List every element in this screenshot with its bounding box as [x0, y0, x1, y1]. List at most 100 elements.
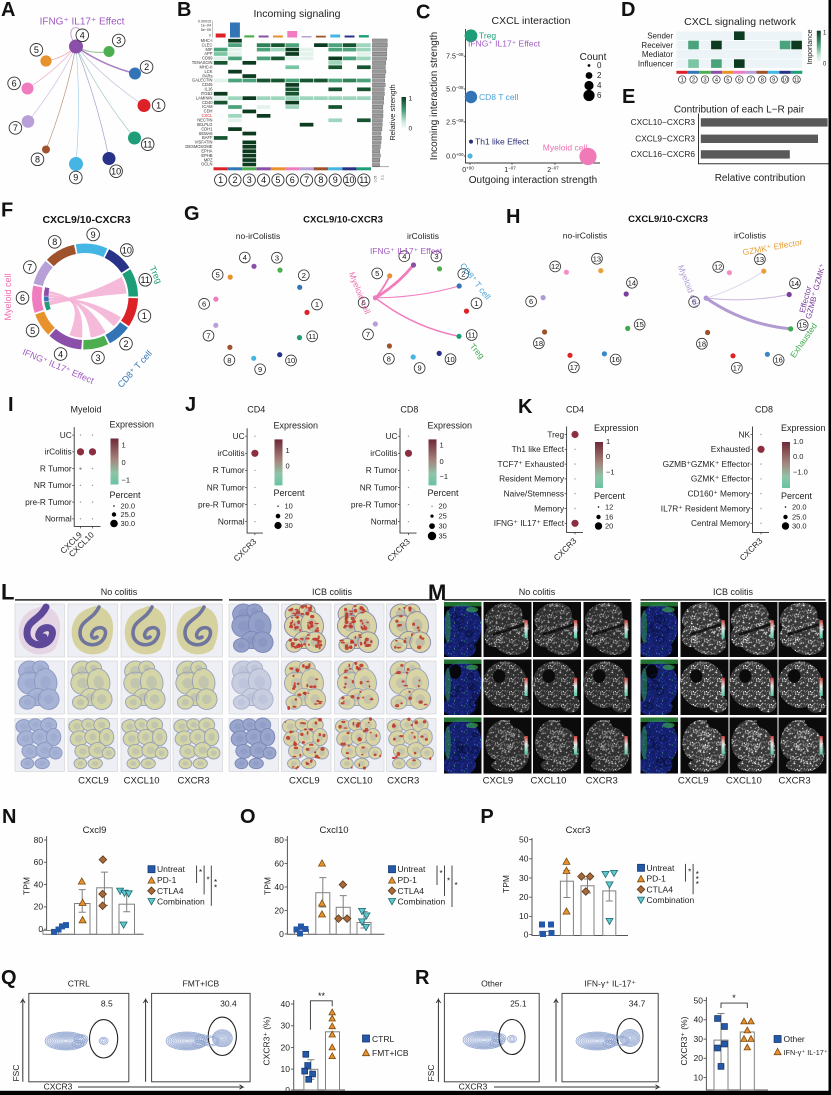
svg-text:11: 11	[468, 331, 476, 340]
svg-text:7: 7	[304, 175, 309, 185]
svg-text:CXCL9: CXCL9	[697, 604, 707, 608]
svg-text:60: 60	[274, 858, 284, 868]
svg-text:MIF: MIF	[205, 47, 213, 52]
svg-text:0: 0	[823, 61, 827, 67]
svg-text:9: 9	[772, 78, 775, 84]
svg-text:20: 20	[439, 502, 447, 511]
svg-text:30: 30	[694, 1034, 704, 1044]
svg-text:Expression: Expression	[274, 420, 319, 430]
svg-text:16: 16	[774, 356, 782, 365]
svg-text:irColistis: irColistis	[734, 231, 766, 241]
svg-text:25: 25	[439, 512, 447, 521]
svg-text:2: 2	[123, 339, 128, 349]
svg-text:Cxcr3: Cxcr3	[566, 825, 591, 836]
svg-text:CXCL9/10-CXCR3: CXCL9/10-CXCR3	[303, 215, 383, 226]
svg-text:PD-1: PD-1	[157, 875, 177, 885]
svg-text:IFN-γ⁺ IL-17⁺: IFN-γ⁺ IL-17⁺	[584, 978, 636, 988]
svg-text:10: 10	[694, 1072, 704, 1082]
svg-text:L: L	[1, 580, 14, 605]
svg-text:CXCL9: CXCL9	[697, 661, 707, 665]
svg-text:10: 10	[519, 911, 529, 921]
svg-text:IFN-γ⁺ IL-17⁺: IFN-γ⁺ IL-17⁺	[784, 1048, 828, 1057]
svg-text:OCLN: OCLN	[201, 162, 212, 167]
svg-text:CXCR3: CXCR3	[600, 604, 611, 608]
svg-text:no-irColistis: no-irColistis	[563, 231, 607, 241]
svg-text:1: 1	[122, 441, 126, 450]
svg-text:10: 10	[345, 175, 355, 185]
svg-text:0.00015: 0.00015	[198, 19, 211, 23]
svg-text:1: 1	[606, 437, 610, 446]
svg-text:4: 4	[58, 349, 63, 359]
svg-text:TENASCIN: TENASCIN	[192, 60, 213, 65]
svg-text:LCK: LCK	[205, 69, 213, 74]
svg-text:30.0: 30.0	[121, 519, 136, 528]
svg-text:8: 8	[761, 78, 764, 84]
svg-text:7: 7	[749, 78, 752, 84]
svg-text:6: 6	[202, 300, 206, 309]
svg-text:25.0: 25.0	[792, 513, 807, 522]
svg-text:20: 20	[285, 512, 293, 521]
svg-text:EPHA: EPHA	[201, 148, 212, 153]
svg-text:18: 18	[535, 339, 543, 348]
svg-text:E: E	[622, 86, 635, 108]
svg-text:Treg: Treg	[547, 429, 564, 439]
svg-text:H: H	[506, 206, 520, 228]
svg-text:13: 13	[593, 254, 601, 263]
svg-text:Incoming interaction strength: Incoming interaction strength	[429, 32, 440, 160]
svg-text:irColistis: irColistis	[407, 231, 439, 241]
svg-text:40: 40	[694, 1015, 704, 1025]
svg-text:35: 35	[439, 532, 447, 541]
svg-text:FMT+ICB: FMT+ICB	[183, 978, 220, 988]
svg-text:CXCL10: CXCL10	[549, 604, 561, 608]
svg-text:TCF7⁺ Exhausted: TCF7⁺ Exhausted	[497, 459, 564, 469]
svg-text:6: 6	[12, 79, 17, 89]
svg-text:10: 10	[285, 502, 293, 511]
svg-text:SEMA6: SEMA6	[199, 131, 214, 136]
svg-text:ICB colitis: ICB colitis	[312, 587, 353, 597]
svg-text:2: 2	[692, 78, 695, 84]
svg-text:MHC-II: MHC-II	[200, 64, 213, 69]
svg-text:GALECTIN: GALECTIN	[192, 78, 213, 83]
svg-text:CXCL10: CXCL10	[726, 776, 762, 787]
svg-text:IFNG⁺ IL17⁺ Effect: IFNG⁺ IL17⁺ Effect	[370, 246, 443, 256]
svg-text:GZMK⁺ Effector: GZMK⁺ Effector	[691, 474, 750, 484]
svg-text:5.0−08: 5.0−08	[446, 85, 464, 94]
svg-text:CXCL9−CXCR3: CXCL9−CXCR3	[635, 134, 695, 144]
svg-text:Incoming signaling: Incoming signaling	[254, 8, 341, 20]
svg-text:BAFF: BAFF	[202, 135, 213, 140]
svg-text:0: 0	[409, 126, 413, 133]
svg-text:CD8 T cell: CD8 T cell	[479, 92, 518, 102]
svg-text:10: 10	[287, 356, 295, 365]
svg-text:2: 2	[144, 62, 149, 72]
svg-text:5: 5	[275, 175, 280, 185]
svg-text:CXCL: CXCL	[202, 113, 214, 118]
svg-text:PD-1: PD-1	[398, 875, 418, 885]
svg-text:CXCL10: CXCL10	[745, 719, 757, 723]
svg-text:CXCR3: CXCR3	[778, 776, 810, 787]
svg-text:0: 0	[440, 457, 444, 466]
svg-text:3: 3	[116, 36, 121, 46]
svg-text:Myeloid: Myeloid	[70, 405, 101, 415]
svg-text:80: 80	[34, 835, 44, 845]
svg-text:Percent: Percent	[428, 488, 460, 498]
svg-text:30.4: 30.4	[220, 998, 237, 1008]
svg-text:CD4: CD4	[247, 405, 265, 415]
svg-text:50: 50	[519, 834, 529, 844]
svg-text:0: 0	[597, 61, 602, 70]
svg-text:CXCL9: CXCL9	[500, 604, 510, 608]
svg-text:7: 7	[206, 331, 210, 340]
svg-text:Mediator: Mediator	[642, 50, 673, 59]
svg-text:3: 3	[95, 353, 100, 363]
svg-text:8: 8	[35, 155, 40, 165]
svg-text:10: 10	[281, 1064, 291, 1074]
svg-text:IFNG⁺ IL17⁺ Effect: IFNG⁺ IL17⁺ Effect	[468, 39, 541, 49]
svg-text:6: 6	[692, 298, 696, 307]
svg-text:CXCL16−CXCR6: CXCL16−CXCR6	[631, 149, 696, 159]
svg-text:6: 6	[290, 175, 295, 185]
svg-text:O: O	[240, 806, 256, 828]
svg-text:1: 1	[474, 299, 478, 308]
svg-text:CXCL10: CXCL10	[337, 776, 373, 787]
svg-text:No colitis: No colitis	[519, 587, 556, 597]
svg-text:20: 20	[274, 905, 284, 915]
svg-text:R Tumor: R Tumor	[40, 463, 72, 473]
